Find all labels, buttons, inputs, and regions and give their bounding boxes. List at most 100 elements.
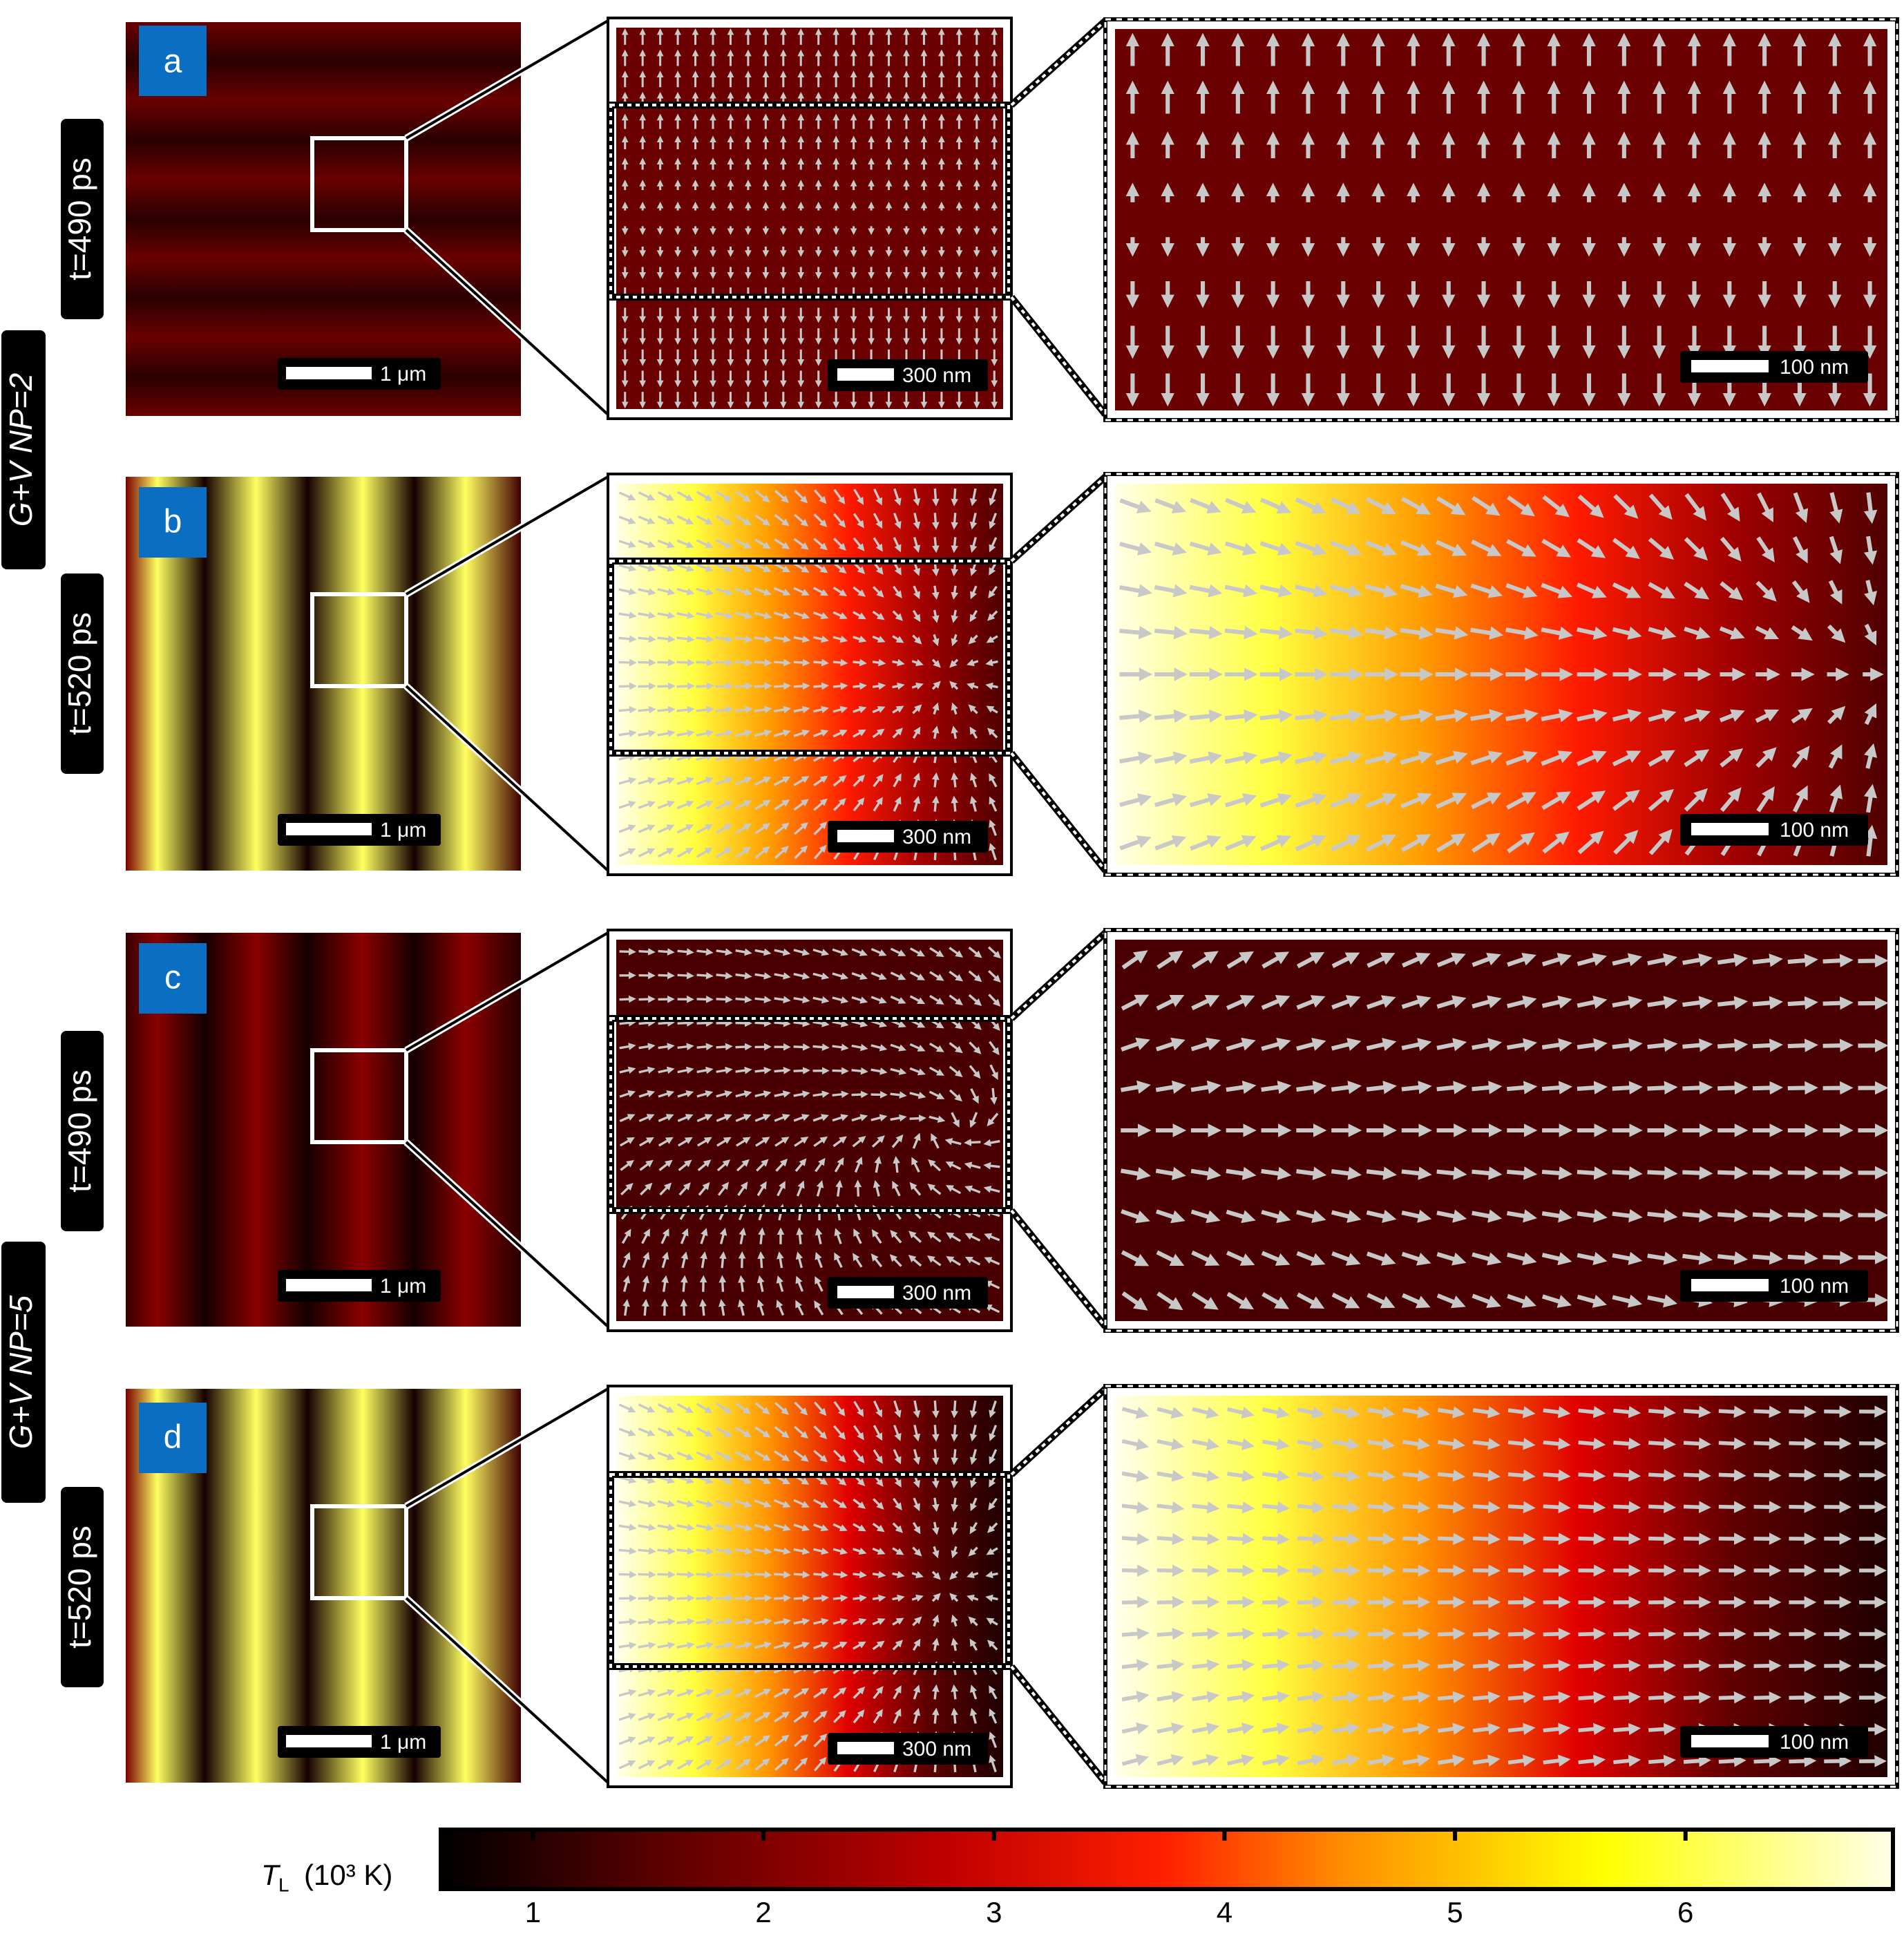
- flow-arrow: [964, 1161, 981, 1169]
- flow-arrow: [1189, 541, 1222, 556]
- flow-arrow: [754, 635, 772, 643]
- flow-arrow: [1189, 625, 1223, 640]
- colorbar-gradient: [439, 1828, 1895, 1891]
- flow-arrow: [638, 995, 656, 1003]
- flow-arrow: [1829, 535, 1843, 564]
- flow-arrow: [1577, 1081, 1608, 1094]
- flow-arrow: [1332, 1501, 1360, 1514]
- flow-arrow: [1648, 750, 1675, 767]
- flow-arrow: [754, 587, 772, 596]
- flow-arrow: [815, 1157, 826, 1173]
- flow-arrow: [696, 1090, 714, 1098]
- flow-arrow: [676, 611, 695, 619]
- svg-text:100 nm: 100 nm: [1780, 819, 1849, 842]
- flow-arrow: [680, 1298, 688, 1316]
- detail-map-d: [1115, 1396, 1887, 1777]
- flow-arrow: [1295, 709, 1329, 723]
- flow-arrow: [774, 635, 791, 643]
- flow-arrow: [696, 729, 714, 737]
- flow-arrow: [697, 1137, 712, 1147]
- flow-arrow: [1472, 1691, 1501, 1704]
- flow-arrow: [639, 1159, 654, 1171]
- flow-arrow: [618, 801, 637, 809]
- flow-arrow: [872, 658, 886, 667]
- flow-arrow: [983, 1161, 1000, 1170]
- flow-arrow: [1612, 1038, 1643, 1052]
- flow-arrow: [657, 1571, 676, 1579]
- flow-arrow: [699, 1298, 707, 1316]
- flow-arrow: [832, 611, 848, 619]
- flow-arrow: [677, 948, 694, 956]
- flow-arrow: [1227, 1627, 1255, 1640]
- flow-arrow: [969, 488, 978, 506]
- flow-arrow: [1471, 539, 1502, 556]
- detail-arrows-a: [1125, 32, 1877, 407]
- flow-arrow: [1438, 1533, 1466, 1546]
- flow-arrow: [1757, 492, 1773, 523]
- flow-arrow: [890, 947, 906, 956]
- flow-arrow: [929, 1090, 945, 1099]
- flow-arrow: [734, 705, 753, 714]
- flow-arrow: [618, 588, 637, 596]
- mid-arrows-c: [619, 946, 1001, 1316]
- flow-arrow: [932, 609, 940, 623]
- flow-arrow: [1648, 1754, 1676, 1767]
- scalebar-300nm-b: [828, 821, 988, 853]
- flow-arrow: [1791, 708, 1813, 723]
- flow-arrow: [931, 537, 940, 553]
- flow-arrow: [735, 996, 752, 1003]
- flow-arrow: [890, 1068, 907, 1075]
- flow-arrow: [951, 1449, 959, 1465]
- flow-arrow: [1578, 1437, 1606, 1450]
- flow-arrow: [1684, 493, 1706, 521]
- flow-arrow: [970, 1088, 979, 1104]
- flow-arrow: [1259, 751, 1293, 765]
- flow-arrow: [1330, 497, 1362, 514]
- flow-arrow: [794, 489, 808, 504]
- flow-arrow: [1753, 1660, 1782, 1672]
- flow-arrow: [949, 994, 963, 1005]
- flow-arrow: [988, 585, 998, 599]
- flow-arrow: [716, 1137, 732, 1147]
- flow-arrow: [893, 773, 902, 788]
- flow-arrow: [1648, 1691, 1677, 1704]
- flow-arrow: [872, 682, 886, 690]
- flow-arrow: [676, 587, 695, 596]
- flow-arrow: [793, 1114, 810, 1122]
- svg-text:t=520 ps: t=520 ps: [61, 1526, 97, 1649]
- flow-arrow: [932, 725, 940, 739]
- flow-arrow: [949, 1065, 963, 1078]
- flow-arrow: [853, 1571, 867, 1579]
- flow-arrow: [892, 635, 904, 643]
- flow-arrow: [793, 822, 808, 835]
- flow-arrow: [1827, 705, 1846, 725]
- flow-arrow: [893, 585, 902, 599]
- flow-arrow: [1295, 751, 1328, 765]
- flow-arrow: [697, 1159, 712, 1172]
- flow-arrow: [1119, 584, 1152, 598]
- flow-arrow: [851, 1043, 868, 1052]
- flow-arrow: [638, 824, 656, 833]
- flow-arrow: [1470, 709, 1504, 723]
- flow-arrow: [909, 1114, 926, 1122]
- flow-arrow: [658, 971, 675, 980]
- flow-arrow: [1259, 497, 1292, 514]
- flow-arrow: [851, 948, 868, 956]
- flow-arrow: [1612, 789, 1640, 811]
- flow-arrow: [676, 824, 694, 834]
- flow-arrow: [619, 1114, 636, 1123]
- flow-arrow: [1471, 833, 1501, 853]
- flow-arrow: [929, 1043, 944, 1052]
- flow-arrow: [812, 948, 830, 956]
- flow-arrow: [774, 1137, 790, 1147]
- flow-arrow: [1295, 584, 1328, 598]
- flow-arrow: [1297, 1501, 1325, 1514]
- flow-arrow: [1828, 580, 1843, 605]
- flow-arrow: [620, 1182, 634, 1196]
- flow-arrow: [793, 705, 810, 714]
- flow-arrow: [1720, 581, 1744, 601]
- flow-arrow: [1156, 1659, 1185, 1671]
- flow-arrow: [1364, 750, 1398, 765]
- flow-arrow: [738, 1275, 745, 1292]
- flow-arrow: [1577, 582, 1607, 598]
